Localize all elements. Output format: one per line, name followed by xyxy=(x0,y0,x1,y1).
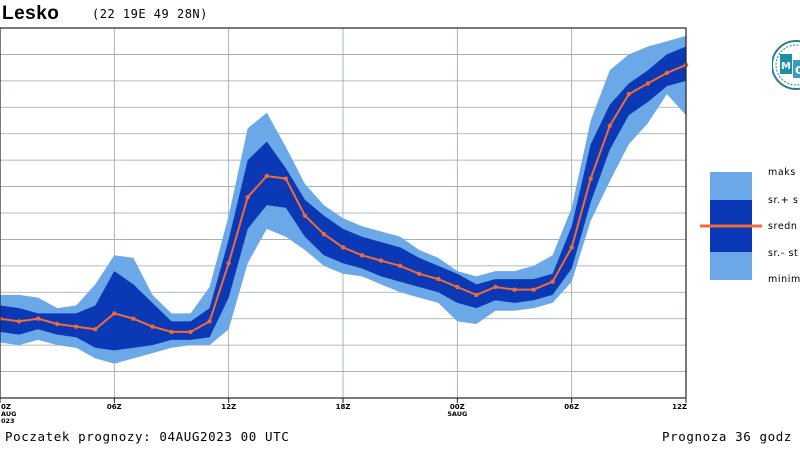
x-tick-label: 18Z xyxy=(336,403,351,411)
mean-point xyxy=(112,311,117,316)
mean-point xyxy=(493,284,498,290)
forecast-length-label: Prognoza 36 godz xyxy=(662,429,793,444)
mean-point xyxy=(417,271,422,276)
station-title: Lesko xyxy=(2,3,60,24)
mean-point xyxy=(74,324,79,329)
mean-point xyxy=(150,324,155,329)
mean-point xyxy=(626,91,632,97)
mean-point xyxy=(569,245,574,250)
mean-point xyxy=(131,316,136,321)
mean-point xyxy=(512,287,517,292)
station-coordinates: (22 19E 49 28N) xyxy=(92,7,208,21)
mean-point xyxy=(169,329,174,335)
series-band-sd xyxy=(0,46,686,351)
x-tick-sublabel: 5AUG xyxy=(447,410,467,418)
legend-label-mean: sredn xyxy=(768,221,798,232)
mean-point xyxy=(245,194,250,200)
legend-label-mean-plus-sd: sr.+ s xyxy=(768,195,799,206)
mean-point xyxy=(588,176,593,181)
mean-point xyxy=(474,292,479,298)
chart-legend xyxy=(700,160,800,290)
mean-point xyxy=(35,316,41,321)
mean-point xyxy=(54,321,60,327)
imgw-logo: M G xyxy=(772,30,800,100)
mean-point xyxy=(93,327,98,332)
mean-point xyxy=(16,319,22,324)
legend-label-min: minim xyxy=(768,274,800,285)
mean-point xyxy=(378,258,384,263)
x-tick-sublabel: AUG xyxy=(1,410,16,418)
mean-point xyxy=(340,245,346,250)
mean-point xyxy=(283,176,289,181)
mean-point xyxy=(455,284,460,290)
forecast-start-label: Poczatek prognozy: 04AUG2023 00 UTC xyxy=(5,429,290,444)
mean-point xyxy=(645,81,651,86)
mean-point xyxy=(264,173,269,179)
x-tick-label: 12Z xyxy=(672,403,687,411)
mean-point xyxy=(302,213,308,218)
mean-point xyxy=(226,261,231,266)
mean-point xyxy=(397,263,403,269)
x-tick-label: 12Z xyxy=(221,403,236,411)
legend-label-max: maks xyxy=(768,167,796,178)
mean-point xyxy=(321,231,327,237)
svg-text:M: M xyxy=(781,61,791,72)
svg-text:G: G xyxy=(795,64,800,77)
mean-point xyxy=(359,253,365,258)
mean-point xyxy=(531,287,536,292)
legend-swatch-outer-top xyxy=(710,172,752,200)
x-tick-label: 00Z xyxy=(450,403,465,411)
x-tick-label: 06Z xyxy=(564,403,579,411)
mean-point xyxy=(550,279,555,284)
x-tick-label: 0Z xyxy=(1,403,11,411)
mean-point xyxy=(207,319,212,324)
legend-swatch-outer-bottom xyxy=(710,252,752,280)
mean-point xyxy=(188,329,193,335)
mean-point xyxy=(436,276,441,282)
mean-point xyxy=(607,123,612,128)
x-tick-label: 06Z xyxy=(107,403,122,411)
legend-label-mean-minus-sd: sr.- st xyxy=(768,248,799,259)
mean-point xyxy=(664,70,670,76)
x-tick-sublabel: 023 xyxy=(1,417,15,425)
